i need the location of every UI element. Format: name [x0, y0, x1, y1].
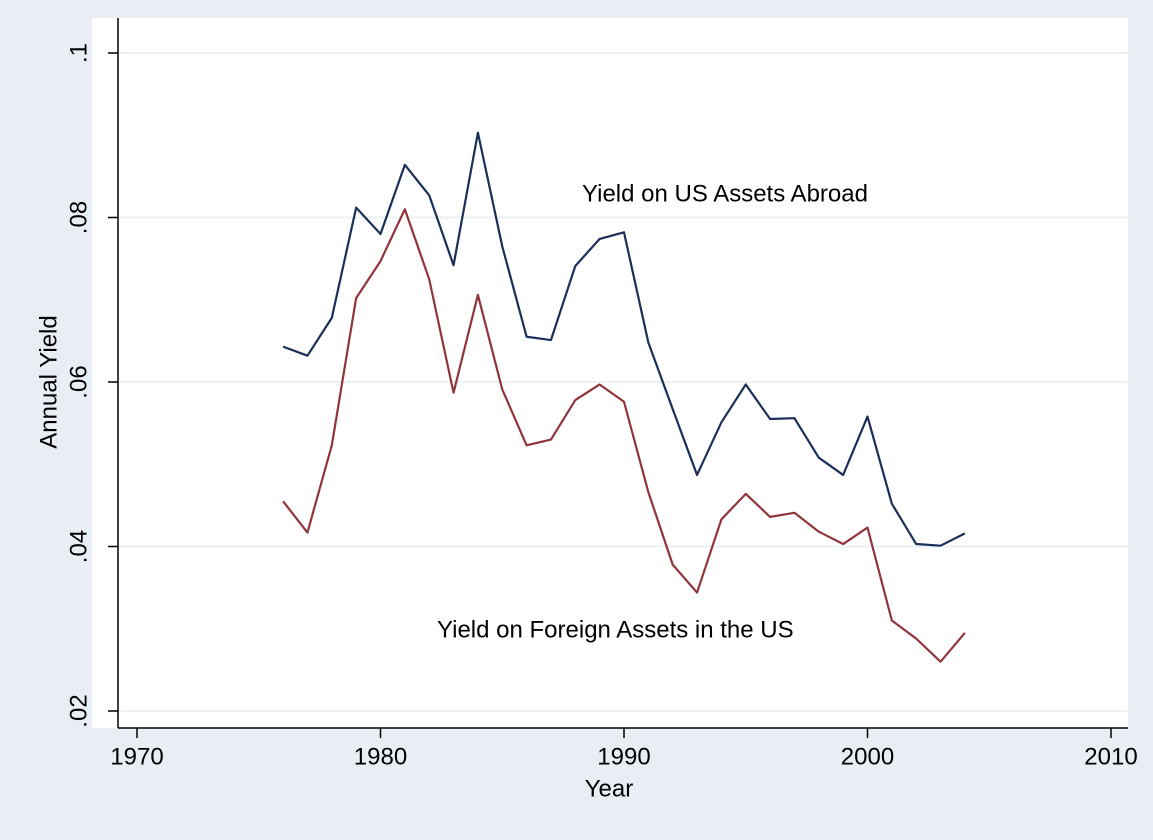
- x-tick-label: 1990: [597, 743, 650, 770]
- x-tick-label: 1980: [354, 743, 407, 770]
- y-tick-label: .1: [65, 43, 92, 63]
- line-series: [282, 131, 966, 547]
- plot-region: [92, 18, 1128, 728]
- x-tick-label: 2000: [841, 743, 894, 770]
- annotation: Yield on US Assets Abroad: [582, 180, 868, 207]
- y-tick-label: .08: [65, 201, 92, 234]
- y-tick-label: .06: [65, 365, 92, 398]
- x-tick-label: 2010: [1084, 743, 1137, 770]
- annotation: Yield on Foreign Assets in the US: [437, 616, 794, 643]
- x-tick-label: 1970: [110, 743, 163, 770]
- x-axis-label: Year: [585, 775, 634, 802]
- y-tick-label: .02: [65, 694, 92, 727]
- line-series: [282, 208, 966, 663]
- y-axis-label: Annual Yield: [35, 315, 62, 448]
- y-tick-label: .04: [65, 530, 92, 563]
